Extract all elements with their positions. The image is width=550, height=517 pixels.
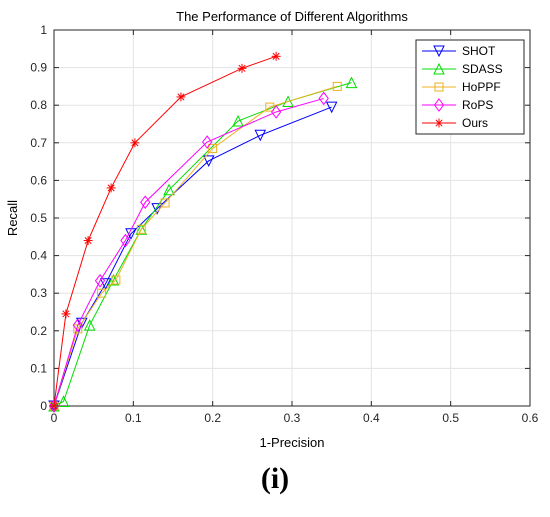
legend-item-hoppf: HoPPF: [422, 80, 501, 94]
data-point-hoppf: [111, 275, 121, 285]
legend-label: RoPS: [462, 98, 493, 112]
data-point-hoppf: [208, 143, 218, 153]
legend-item-ours: Ours: [422, 116, 488, 130]
data-point-rops: [201, 135, 213, 149]
legend-item-rops: RoPS: [422, 98, 493, 112]
data-point-shot: [254, 129, 267, 142]
data-point-shot: [99, 278, 112, 290]
x-tick-label: 0.2: [204, 411, 221, 425]
y-tick-label: 0: [40, 399, 47, 413]
x-tick-label: 0.3: [284, 411, 301, 425]
series-group: [48, 51, 358, 413]
data-point-hoppf: [332, 81, 342, 91]
data-point-shot: [202, 155, 215, 167]
x-tick-label: 0.1: [125, 411, 142, 425]
data-point-sdass: [232, 114, 244, 127]
legend-label: Ours: [462, 116, 488, 130]
legend-item-shot: SHOT: [422, 44, 496, 58]
series-line-hoppf: [53, 85, 338, 407]
data-point-ours: [176, 92, 186, 102]
series-ours: [49, 51, 281, 411]
series-line-ours: [53, 55, 277, 407]
series-rops: [48, 91, 329, 413]
legend-marker-hoppf: [434, 82, 444, 92]
legend-marker-shot: [433, 45, 445, 58]
legend-marker-rops: [433, 98, 445, 112]
data-point-hoppf: [265, 102, 275, 112]
legend-label: SHOT: [462, 44, 496, 58]
y-tick-label: 0.8: [30, 98, 47, 112]
data-point-sdass: [163, 183, 175, 196]
data-point-rops: [271, 105, 282, 119]
legend-label: HoPPF: [462, 80, 501, 94]
panel-label: (i): [260, 462, 290, 495]
data-point-rops: [72, 318, 83, 332]
x-tick-label: 0: [51, 411, 58, 425]
chart-title: The Performance of Different Algorithms: [176, 9, 408, 24]
legend-label: SDASS: [462, 62, 503, 76]
x-tick-label: 0.4: [363, 411, 380, 425]
y-tick-label: 1: [40, 23, 47, 37]
data-point-ours: [130, 138, 140, 148]
data-point-rops: [318, 91, 329, 106]
data-point-hoppf: [136, 224, 146, 234]
y-tick-label: 0.1: [30, 361, 47, 375]
data-point-ours: [237, 63, 247, 73]
data-point-shot: [325, 101, 338, 114]
y-tick-label: 0.2: [30, 324, 47, 338]
legend-item-sdass: SDASS: [422, 62, 503, 76]
data-point-rops: [120, 233, 131, 248]
data-point-sdass: [135, 223, 148, 235]
data-point-hoppf: [160, 198, 170, 208]
data-point-rops: [48, 399, 60, 413]
y-tick-label: 0.5: [30, 211, 47, 225]
data-point-sdass: [57, 395, 70, 407]
y-tick-label: 0.6: [30, 173, 47, 187]
series-line-rops: [53, 97, 324, 407]
x-tick-label: 0.6: [522, 411, 539, 425]
data-point-ours: [61, 309, 71, 319]
data-point-ours: [106, 183, 116, 193]
y-tick-label: 0.4: [30, 249, 47, 263]
data-point-sdass: [282, 95, 294, 107]
x-axis-label: 1-Precision: [259, 435, 324, 450]
y-tick-label: 0.3: [30, 286, 47, 300]
data-point-rops: [140, 195, 151, 210]
y-axis-label: Recall: [5, 200, 20, 236]
legend-marker-ours: [434, 118, 444, 128]
data-point-sdass: [83, 319, 96, 331]
y-tick-label: 0.9: [30, 61, 47, 75]
legend: SHOT SDASS HoPPF RoPS Ours: [415, 39, 525, 135]
data-point-ours: [83, 236, 93, 246]
x-tick-label: 0.5: [442, 411, 459, 425]
data-point-sdass: [345, 76, 358, 89]
data-point-rops: [94, 273, 106, 288]
y-tick-label: 0.7: [30, 136, 47, 150]
legend-marker-sdass: [433, 62, 445, 75]
data-point-ours: [49, 401, 59, 411]
data-point-hoppf: [97, 288, 107, 298]
data-point-ours: [271, 51, 281, 61]
